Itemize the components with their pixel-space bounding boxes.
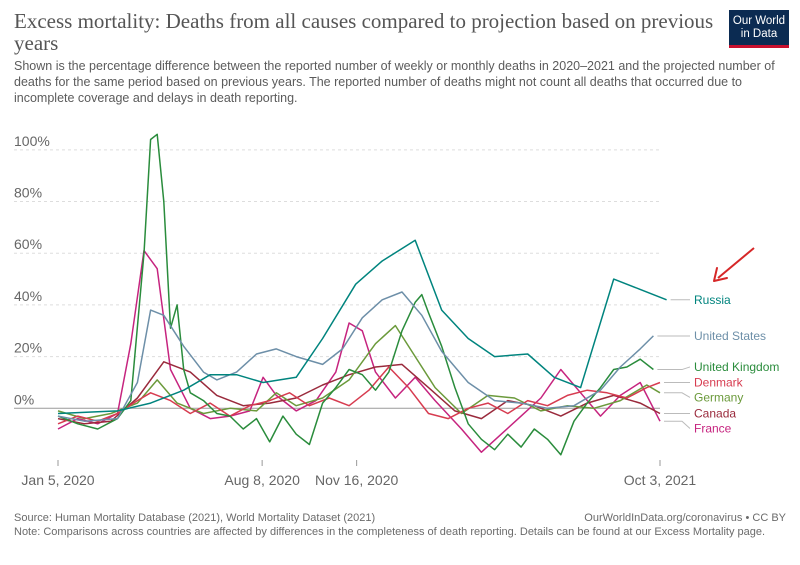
credit-link[interactable]: OurWorldInData.org/coronavirus • CC BY bbox=[584, 512, 786, 524]
legend-label-united-states[interactable]: United States bbox=[694, 329, 766, 343]
chart-title: Excess mortality: Deaths from all causes… bbox=[14, 9, 714, 55]
legend-connector bbox=[657, 366, 691, 371]
series-line-denmark[interactable] bbox=[57, 366, 661, 425]
legend-label-denmark[interactable]: Denmark bbox=[694, 375, 744, 389]
arrow-shaft bbox=[717, 247, 755, 279]
legend-label-united-kingdom[interactable]: United Kingdom bbox=[694, 360, 779, 374]
series-line-france[interactable] bbox=[57, 249, 661, 453]
legend-label-russia[interactable]: Russia bbox=[694, 293, 731, 307]
legend-connector bbox=[664, 420, 691, 429]
arrow-head bbox=[713, 267, 728, 282]
series-line-united-kingdom[interactable] bbox=[57, 133, 654, 456]
series-line-canada[interactable] bbox=[57, 361, 661, 425]
source-text: Source: Human Mortality Database (2021),… bbox=[14, 512, 376, 524]
y-tick-label: 20% bbox=[14, 340, 42, 356]
x-axis: Jan 5, 2020 Aug 8, 2020 Nov 16, 2020 Oct 3,… bbox=[21, 460, 696, 488]
y-tick-label: 0% bbox=[14, 391, 34, 407]
series-line-russia[interactable] bbox=[57, 239, 667, 415]
x-tick-label: Jan 5, 2020 bbox=[21, 472, 94, 488]
y-tick-label: 100% bbox=[14, 133, 50, 149]
legend-label-france[interactable]: France bbox=[694, 421, 732, 435]
chart-subtitle: Shown is the percentage difference betwe… bbox=[14, 59, 775, 105]
x-tick-label: Oct 3, 2021 bbox=[624, 472, 697, 488]
legend-label-germany[interactable]: Germany bbox=[694, 390, 743, 404]
series-lines bbox=[57, 133, 667, 456]
line-chart[interactable]: 0% 20% 40% 60% 80% 100% Jan 5, 2020 Aug 8, 202… bbox=[0, 110, 800, 510]
series-line-united-states[interactable] bbox=[57, 291, 654, 422]
legend-connector bbox=[664, 392, 691, 398]
y-tick-label: 60% bbox=[14, 236, 42, 252]
legend-label-canada[interactable]: Canada bbox=[694, 406, 736, 420]
logo-line-2: in Data bbox=[740, 28, 778, 40]
note-text: Note: Comparisons across countries are a… bbox=[14, 526, 766, 538]
chart-footer: Source: Human Mortality Database (2021),… bbox=[14, 511, 786, 539]
x-tick-label: Nov 16, 2020 bbox=[315, 472, 398, 488]
y-tick-label: 40% bbox=[14, 288, 42, 304]
annotation bbox=[713, 247, 755, 282]
y-tick-label: 80% bbox=[14, 185, 42, 201]
x-tick-label: Aug 8, 2020 bbox=[224, 472, 300, 488]
owid-logo[interactable]: Our World in Data bbox=[729, 10, 789, 48]
logo-line-1: Our World bbox=[732, 15, 786, 27]
legend: Russia United States United KingdomDenmark… bbox=[657, 293, 779, 435]
y-axis: 0% 20% 40% 60% 80% 100% bbox=[14, 133, 50, 407]
